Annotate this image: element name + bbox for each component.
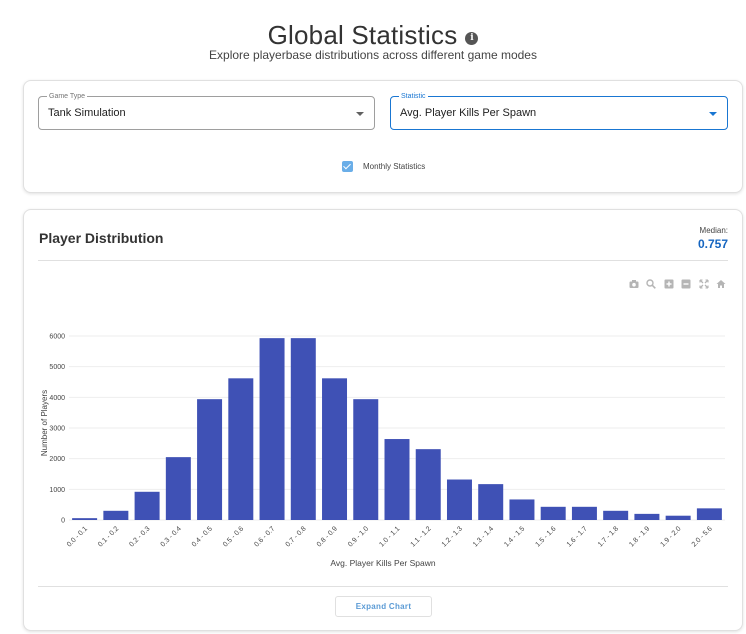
y-axis-title: Number of Players: [40, 390, 49, 456]
autoscale-icon[interactable]: [698, 279, 709, 289]
chart-bars: [72, 338, 722, 520]
x-tick-label: 0.4 - 0.5: [191, 525, 214, 548]
x-tick-label: 1.9 - 2.0: [659, 525, 682, 548]
chevron-down-icon[interactable]: [709, 112, 717, 116]
x-tick-label: 0.0 - 0.1: [66, 525, 89, 548]
y-tick-label: 2000: [49, 456, 65, 463]
bar[interactable]: [259, 338, 285, 520]
game-type-value: Tank Simulation: [48, 107, 126, 119]
x-tick-label: 1.1 - 1.2: [410, 525, 433, 548]
x-tick-label: 1.2 - 1.3: [441, 525, 464, 548]
x-tick-label: 0.3 - 0.4: [160, 525, 183, 548]
bar[interactable]: [696, 508, 722, 520]
bar[interactable]: [509, 499, 535, 520]
y-tick-label: 0: [61, 518, 65, 525]
monthly-statistics-label[interactable]: Monthly Statistics: [363, 162, 426, 171]
statistic-label: Statistic: [399, 92, 428, 101]
bar[interactable]: [72, 518, 98, 520]
y-tick-label: 1000: [49, 487, 65, 494]
y-tick-label: 5000: [49, 364, 65, 371]
x-tick-label: 0.2 - 0.3: [128, 525, 151, 548]
x-tick-label: 0.1 - 0.2: [97, 525, 120, 548]
bar[interactable]: [603, 510, 629, 520]
page-subtitle: Explore playerbase distributions across …: [209, 48, 537, 62]
filters-card: Game Type Tank Simulation Statistic Avg.…: [23, 80, 743, 193]
title-row: Global Statistics i: [0, 20, 746, 51]
median-label: Median:: [699, 226, 728, 235]
x-tick-label: 1.7 - 1.8: [597, 525, 620, 548]
x-tick-label: 0.6 - 0.7: [253, 525, 276, 548]
bar[interactable]: [415, 449, 441, 520]
info-icon[interactable]: i: [465, 32, 479, 45]
home-icon[interactable]: [716, 279, 726, 289]
chart-card: Player Distribution Median: 0.757 0 1000 2…: [23, 209, 743, 631]
bar[interactable]: [322, 378, 348, 520]
game-type-label: Game Type: [47, 92, 88, 101]
median-value: 0.757: [697, 237, 728, 251]
x-tick-label: 2.0 - 5.6: [691, 525, 714, 548]
game-type-select[interactable]: Game Type Tank Simulation: [38, 92, 375, 130]
zoom-out-icon[interactable]: [681, 279, 691, 289]
statistic-select[interactable]: Statistic Avg. Player Kills Per Spawn: [390, 92, 728, 130]
bar[interactable]: [197, 399, 223, 520]
chevron-down-icon[interactable]: [356, 112, 364, 116]
y-axis-ticks: 0 1000 2000 3000 4000 5000 6000: [49, 334, 65, 525]
x-tick-label: 0.8 - 0.9: [316, 525, 339, 548]
bar[interactable]: [634, 513, 660, 520]
x-tick-label: 1.8 - 1.9: [628, 525, 651, 548]
x-tick-label: 1.3 - 1.4: [472, 525, 495, 548]
bar[interactable]: [540, 506, 566, 520]
bar[interactable]: [103, 510, 129, 520]
x-tick-label: 1.4 - 1.5: [503, 525, 526, 548]
bar[interactable]: [290, 338, 316, 520]
player-distribution-chart: 0 1000 2000 3000 4000 5000 6000 0.0 - 0.1 0.1 -…: [40, 334, 725, 568]
statistic-value: Avg. Player Kills Per Spawn: [400, 107, 537, 119]
x-tick-label: 0.7 - 0.8: [285, 525, 308, 548]
chart-title: Player Distribution: [39, 230, 164, 246]
zoom-icon[interactable]: [646, 279, 657, 289]
bar[interactable]: [478, 484, 504, 520]
x-tick-label: 1.0 - 1.1: [378, 525, 401, 548]
divider: [38, 260, 728, 261]
bar[interactable]: [571, 506, 597, 520]
divider: [38, 586, 728, 587]
y-tick-label: 4000: [49, 395, 65, 402]
bar[interactable]: [446, 479, 472, 520]
x-axis-title: Avg. Player Kills Per Spawn: [330, 558, 435, 568]
y-tick-label: 6000: [49, 334, 65, 341]
bar[interactable]: [353, 399, 379, 520]
camera-icon[interactable]: [629, 279, 639, 289]
x-tick-label: 0.9 - 1.0: [347, 525, 370, 548]
y-tick-label: 3000: [49, 426, 65, 433]
x-axis-ticks: 0.0 - 0.1 0.1 - 0.2 0.2 - 0.3 0.3 - 0.4 0.4 …: [66, 525, 714, 548]
bar[interactable]: [134, 491, 160, 520]
x-tick-label: 1.6 - 1.7: [566, 525, 589, 548]
bar[interactable]: [665, 515, 691, 520]
x-tick-label: 0.5 - 0.6: [222, 525, 245, 548]
monthly-statistics-checkbox[interactable]: [342, 161, 353, 172]
page-title: Global Statistics: [267, 20, 458, 50]
bar[interactable]: [384, 439, 410, 520]
expand-chart-button[interactable]: Expand Chart: [335, 596, 432, 617]
x-tick-label: 1.5 - 1.6: [534, 525, 557, 548]
chart-modebar: [626, 276, 726, 289]
zoom-in-icon[interactable]: [664, 279, 674, 289]
bar[interactable]: [228, 378, 254, 520]
bar[interactable]: [165, 457, 191, 520]
